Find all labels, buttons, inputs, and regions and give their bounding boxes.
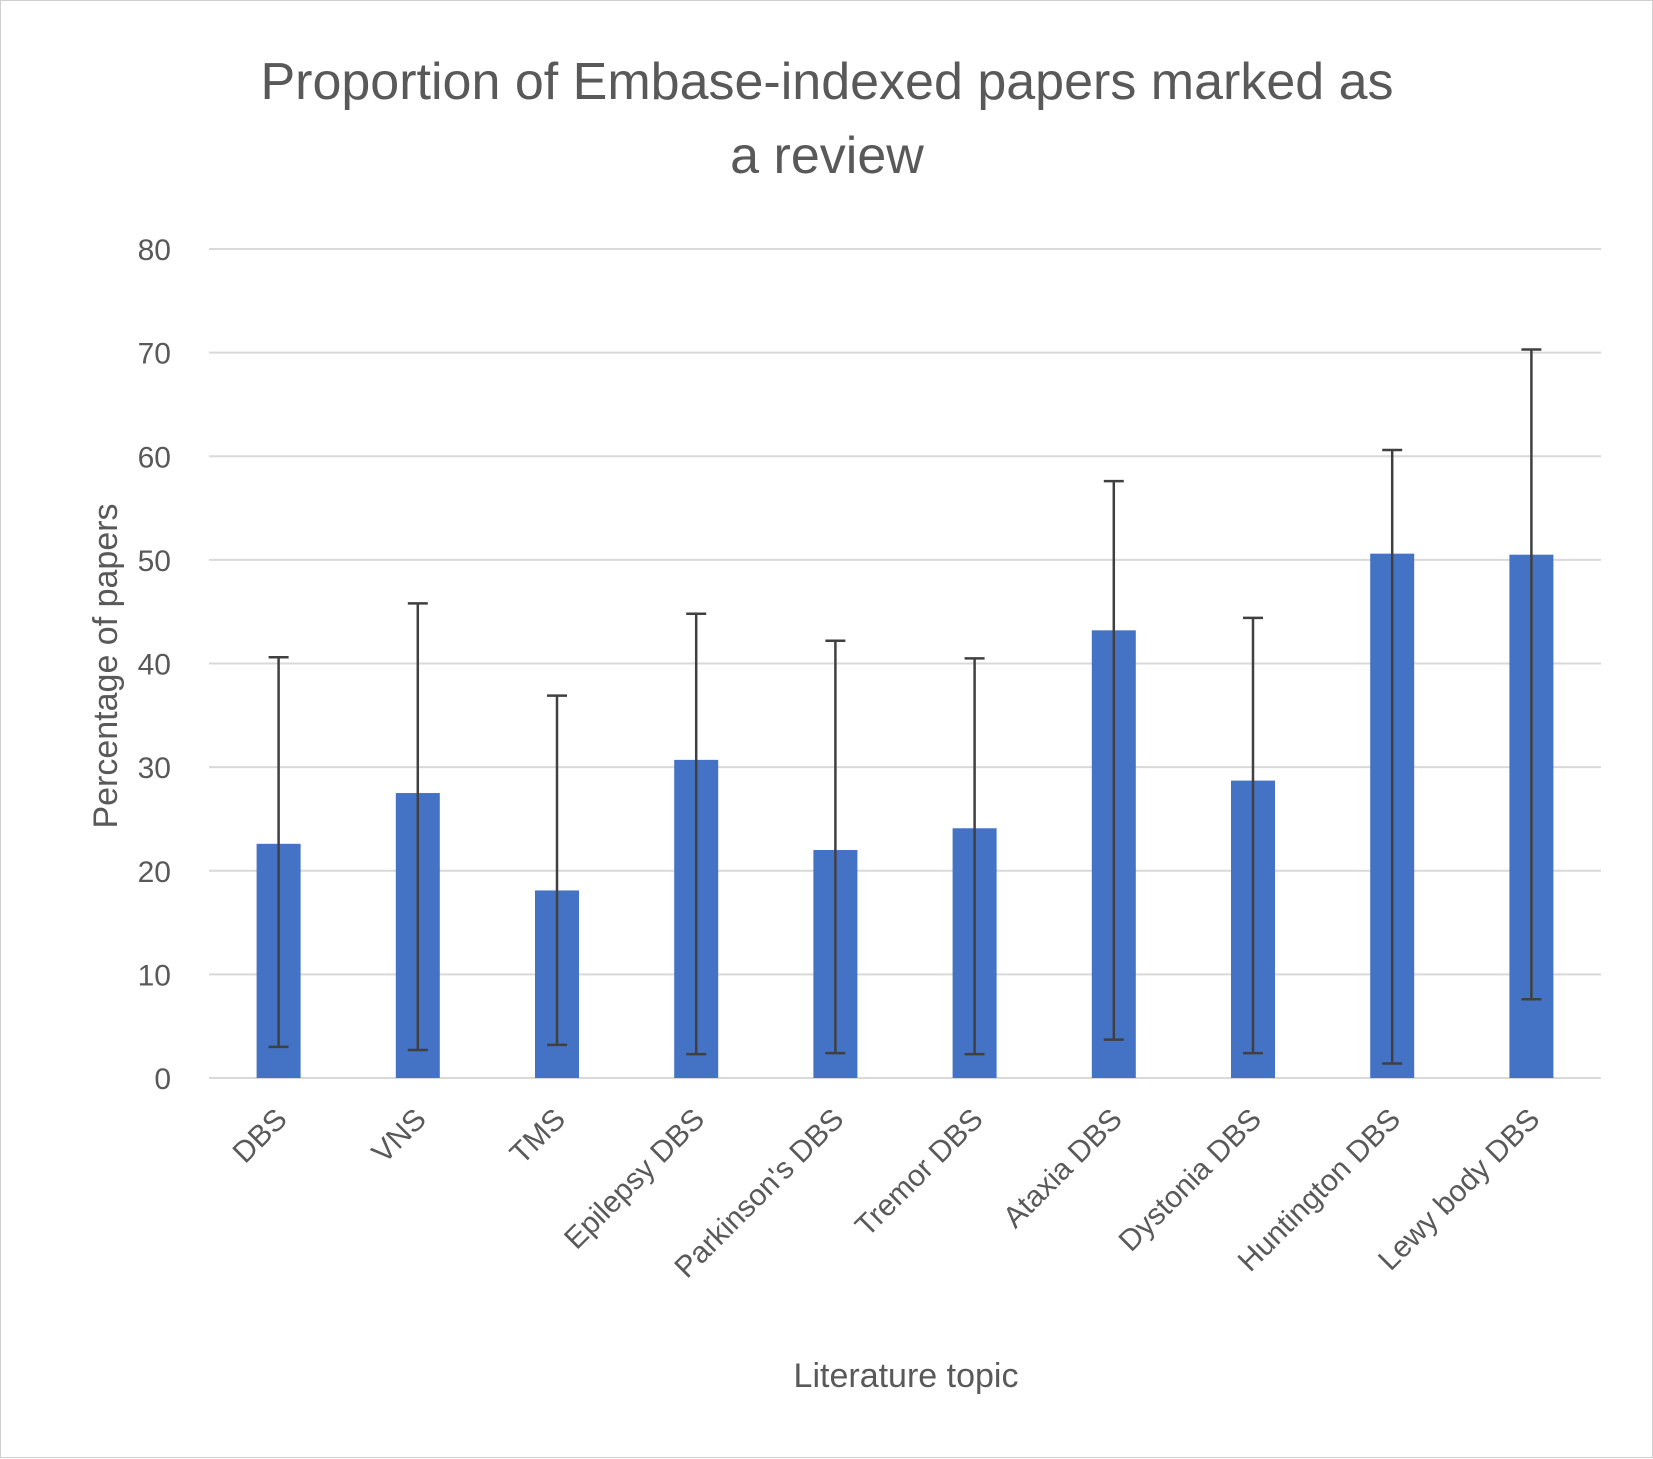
y-tick-label: 70	[138, 338, 171, 371]
gridlines	[209, 248, 1601, 1079]
y-tick-label: 50	[138, 545, 171, 578]
x-category-label: Ataxia DBS	[997, 1103, 1129, 1235]
chart-title-line-2: a review	[730, 127, 924, 185]
bars	[256, 553, 1554, 1078]
y-axis-ticks: 0 10 20 30 40 50 60 70 80	[138, 234, 171, 1096]
x-category-label: TMS	[504, 1103, 572, 1171]
x-category-label: Tremor DBS	[849, 1103, 989, 1243]
y-tick-label: 80	[138, 234, 171, 267]
x-category-label: Epilepsy DBS	[558, 1103, 711, 1256]
x-category-label: DBS	[227, 1103, 294, 1170]
y-tick-label: 40	[138, 649, 171, 682]
y-axis-title: Percentage of papers	[87, 503, 125, 828]
chart-title-line-1: Proportion of Embase-indexed papers mark…	[260, 53, 1393, 111]
y-tick-label: 30	[138, 752, 171, 785]
x-category-label: VNS	[366, 1103, 433, 1170]
x-axis-title: Literature topic	[794, 1357, 1019, 1395]
y-tick-label: 20	[138, 856, 171, 889]
x-category-label: Dystonia DBS	[1113, 1103, 1268, 1258]
error-bars	[268, 348, 1542, 1065]
y-tick-label: 10	[138, 959, 171, 992]
y-tick-label: 0	[154, 1063, 171, 1096]
y-tick-label: 60	[138, 441, 171, 474]
